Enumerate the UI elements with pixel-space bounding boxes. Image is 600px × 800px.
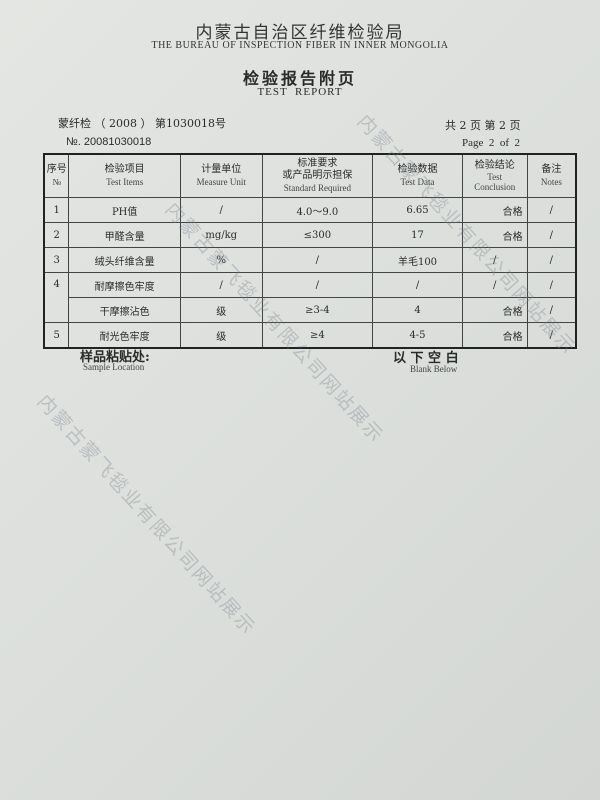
table-cell: / bbox=[461, 247, 528, 273]
org-name-cn: 内蒙古自治区纤维检验局 bbox=[195, 23, 405, 43]
header-cn: 备注 bbox=[541, 164, 562, 175]
sample-location-cn: 样品粘贴处: bbox=[80, 350, 150, 365]
table-cell: ≥4 bbox=[261, 322, 374, 349]
table-cell: 3 bbox=[43, 247, 70, 273]
table-cell: / bbox=[526, 197, 577, 223]
table-cell: 干摩擦沾色 bbox=[68, 297, 181, 323]
org-name-en: THE BUREAU OF INSPECTION FIBER IN INNER … bbox=[151, 40, 449, 51]
table-cell: / bbox=[526, 272, 577, 298]
column-header: 标准要求 或产品明示担保 Standard Required bbox=[261, 153, 374, 198]
page-count-cn: 共 2 页 第 2 页 bbox=[445, 119, 521, 132]
table-cell: 级 bbox=[179, 297, 263, 323]
table-row: 5 耐光色牢度级 ≥4 4-5 合格 / bbox=[43, 322, 577, 349]
table-cell: / bbox=[526, 222, 577, 248]
page-count-en: Page 2 of 2 bbox=[462, 137, 521, 149]
sample-location-en: Sample Location bbox=[83, 362, 145, 372]
column-header: 备注 Notes bbox=[526, 153, 577, 198]
watermark: 内蒙古蒙飞毯业有限公司网站展示 bbox=[32, 390, 260, 640]
table-cell: 4-5 bbox=[372, 322, 463, 349]
header-en: Standard Required bbox=[283, 183, 351, 193]
header-en: Test Data bbox=[400, 177, 435, 187]
table-cell: 2 bbox=[43, 222, 70, 248]
table-cell: 合格 bbox=[461, 322, 528, 349]
table-cell: 合格 bbox=[461, 222, 528, 248]
report-title-en: TEST REPORT bbox=[257, 86, 343, 98]
table-cell: 4 bbox=[372, 297, 463, 323]
report-ref: 蒙纤检 （ 2008 ） 第1030018号 bbox=[58, 117, 226, 130]
table-cell: 1 bbox=[43, 197, 70, 223]
table-cell: 17 bbox=[372, 222, 463, 248]
header-en: Notes bbox=[540, 177, 562, 187]
table-row: 3 绒头纤维含量% / 羊毛100// bbox=[43, 247, 577, 273]
table-cell: 合格 bbox=[461, 297, 528, 323]
header-cn: 检验项目 bbox=[104, 164, 145, 175]
header-cn: 标准要求 或产品明示担保 bbox=[282, 158, 353, 181]
header-en: Test Conclusion bbox=[474, 172, 516, 192]
table-cell: 合格 bbox=[461, 197, 528, 223]
table-row: 2 甲醛含量 mg/kg ≤300 17 合格 / bbox=[43, 222, 577, 248]
table-cell: 4 bbox=[43, 272, 70, 323]
table-cell: 级 bbox=[179, 322, 263, 349]
column-header: 序号 № bbox=[43, 153, 70, 198]
table-cell: 耐摩擦色牢度 bbox=[68, 272, 181, 298]
table-row: 干摩擦沾色级 ≥3-4 4 合格 / bbox=[44, 297, 577, 323]
header-en: № bbox=[52, 177, 62, 187]
table-cell: 耐光色牢度 bbox=[68, 322, 181, 349]
table-cell: / bbox=[526, 322, 577, 349]
column-header: 计量单位 Measure Unit bbox=[179, 153, 263, 198]
header-cn: 检验结论 bbox=[474, 160, 515, 171]
header-cn: 计量单位 bbox=[201, 164, 242, 175]
header-en: Measure Unit bbox=[196, 177, 246, 187]
table-cell: 绒头纤维含量 bbox=[68, 247, 181, 273]
header-en: Test Items bbox=[106, 177, 144, 187]
table-cell: / bbox=[526, 297, 577, 323]
table-cell: 羊毛100 bbox=[372, 247, 463, 273]
column-header: 检验数据 Test Data bbox=[372, 153, 463, 198]
table-cell: ≥3-4 bbox=[261, 297, 374, 323]
blank-below-cn: 以 下 空 白 bbox=[393, 351, 459, 366]
table-cell: 4.0～9.0 bbox=[261, 197, 374, 223]
table-cell: / bbox=[372, 272, 463, 298]
table-cell: / bbox=[526, 247, 577, 273]
column-header: 检验结论 Test Conclusion bbox=[461, 153, 528, 198]
table-cell: 甲醛含量 bbox=[68, 222, 181, 248]
header-cn: 序号 bbox=[46, 164, 67, 175]
column-header: 检验项目 Test Items bbox=[68, 153, 181, 198]
table-cell: 5 bbox=[43, 322, 70, 349]
table-cell: / bbox=[261, 247, 374, 273]
results-table: 序号 № 检验项目 Test Items 计量单位 Measure Unit 标准要求 或产… bbox=[43, 153, 577, 349]
table-row: 1 PH值/4.0～9.0 6.65 合格 / bbox=[43, 197, 577, 223]
table-cell: ≤300 bbox=[261, 222, 374, 248]
report-number: №. 20081030018 bbox=[66, 136, 152, 148]
header-cn: 检验数据 bbox=[397, 164, 438, 175]
table-cell: / bbox=[261, 272, 374, 298]
report-title-cn: 检验报告附页 bbox=[242, 69, 357, 88]
blank-below-en: Blank Below bbox=[410, 364, 458, 374]
